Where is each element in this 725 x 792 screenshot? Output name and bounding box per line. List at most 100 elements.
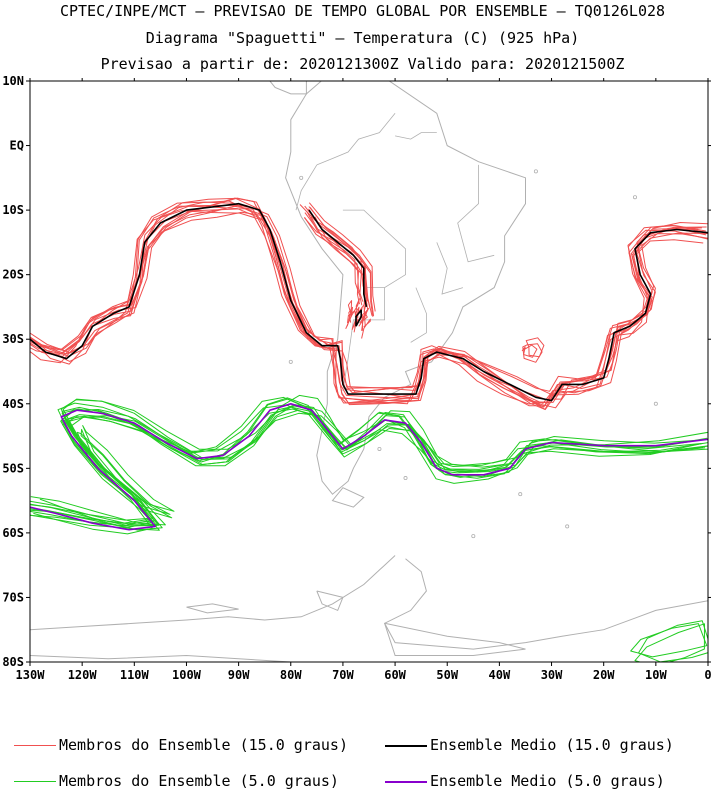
ensemble-member-contour xyxy=(30,404,703,531)
lat-tick-label: 20S xyxy=(2,268,24,282)
ensemble-member-contour xyxy=(638,620,708,662)
lat-tick-label: EQ xyxy=(10,139,24,153)
legend-swatch-members-15 xyxy=(14,745,56,746)
lat-tick-label: 80S xyxy=(2,655,24,669)
antarctic-coast xyxy=(316,590,344,612)
ensemble-mean-contour xyxy=(308,209,368,308)
ensemble-member-contour xyxy=(80,428,173,519)
island xyxy=(299,175,304,180)
ensemble-member-contour xyxy=(525,337,545,358)
legend-swatch-mean-15 xyxy=(385,745,427,747)
lat-tick-label: 30S xyxy=(2,332,24,346)
border-line xyxy=(410,287,427,343)
plot-frame xyxy=(29,80,709,663)
ensemble-member-contour xyxy=(346,300,353,327)
lat-tick-label: 10S xyxy=(2,203,24,217)
ensemble-member-contour xyxy=(30,205,707,407)
ensemble-member-contour xyxy=(347,310,357,329)
ensemble-member-contour xyxy=(306,211,360,296)
antarctic-coast xyxy=(383,558,708,650)
legend-label-mean-5: Ensemble Medio (5.0 graus) xyxy=(430,772,665,790)
coastline-layer xyxy=(30,81,708,662)
ensemble-member-contour xyxy=(30,406,708,524)
island xyxy=(471,534,476,539)
coastline-shape xyxy=(285,81,526,495)
ensemble-member-contour xyxy=(634,623,705,662)
antarctic-coast xyxy=(186,603,239,614)
ensemble-member-contour xyxy=(30,197,708,399)
island xyxy=(533,169,538,174)
ensemble-members-layer xyxy=(30,197,708,662)
border-line xyxy=(457,164,495,263)
legend-label-members-5: Membros do Ensemble (5.0 graus) xyxy=(59,772,339,790)
title-line-2: Diagrama "Spaguetti" – Temperatura (C) (… xyxy=(145,29,580,47)
ensemble-member-contour xyxy=(361,318,371,339)
lon-tick-label: 90W xyxy=(228,668,250,682)
ensemble-member-contour xyxy=(30,205,707,404)
lon-tick-label: 120W xyxy=(68,668,98,682)
ensemble-member-contour xyxy=(30,396,702,521)
ensemble-member-contour xyxy=(82,425,175,512)
lon-tick-label: 30W xyxy=(541,668,563,682)
ensemble-member-contour xyxy=(30,394,708,526)
ensemble-member-contour xyxy=(30,208,706,409)
ensemble-member-contour xyxy=(521,344,538,358)
ensemble-mean-contour xyxy=(30,403,708,531)
ensemble-member-contour xyxy=(359,307,370,331)
coastline-shape xyxy=(269,81,307,95)
ensemble-member-contour xyxy=(30,404,704,527)
title-line-3: Previsao a partir de: 2020121300Z Valido… xyxy=(100,55,625,73)
island xyxy=(288,359,293,364)
ensemble-mean-contour xyxy=(30,202,708,402)
ensemble-member-contour xyxy=(303,217,373,316)
coastline-shape xyxy=(331,487,365,508)
lat-tick-label: 60S xyxy=(2,526,24,540)
island xyxy=(403,476,408,481)
border-line xyxy=(395,132,437,140)
lon-tick-label: 80W xyxy=(280,668,302,682)
ensemble-member-contour xyxy=(76,431,171,515)
lon-tick-label: 60W xyxy=(384,668,406,682)
border-line xyxy=(436,242,464,295)
lon-tick-label: 70W xyxy=(332,668,354,682)
lat-tick-label: 10N xyxy=(2,74,24,88)
island xyxy=(632,195,637,200)
legend-label-mean-15: Ensemble Medio (15.0 graus) xyxy=(430,736,674,754)
island xyxy=(377,446,382,451)
ensemble-member-contour xyxy=(299,204,369,311)
legend-swatch-mean-5 xyxy=(385,781,427,783)
border-line xyxy=(342,287,385,391)
ensemble-member-contour xyxy=(36,204,708,400)
lon-tick-label: 100W xyxy=(172,668,202,682)
title-line-1: CPTEC/INPE/MCT – PREVISAO DE TEMPO GLOBA… xyxy=(59,2,666,20)
lon-tick-label: 130W xyxy=(16,668,46,682)
lon-tick-label: 0 xyxy=(704,668,711,682)
ensemble-member-contour xyxy=(309,207,374,317)
lon-tick-label: 110W xyxy=(120,668,150,682)
ensemble-member-contour xyxy=(308,202,376,312)
antarctic-coast xyxy=(30,654,291,662)
lat-tick-label: 40S xyxy=(2,397,24,411)
lon-tick-label: 40W xyxy=(489,668,511,682)
border-line xyxy=(316,113,396,166)
ensemble-mean-layer xyxy=(30,202,708,531)
ensemble-member-contour xyxy=(345,306,353,330)
ensemble-member-contour xyxy=(30,210,708,405)
antarctic-coast xyxy=(384,622,526,656)
lon-tick-label: 10W xyxy=(645,668,667,682)
island xyxy=(518,492,523,497)
lat-tick-label: 50S xyxy=(2,461,24,475)
border-line xyxy=(295,164,318,211)
lat-tick-label: 70S xyxy=(2,590,24,604)
lon-tick-label: 50W xyxy=(436,668,458,682)
legend-swatch-members-5 xyxy=(14,781,56,782)
island xyxy=(653,401,658,406)
ensemble-mean-contour xyxy=(355,309,362,327)
legend-label-members-15: Membros do Ensemble (15.0 graus) xyxy=(59,736,348,754)
ensemble-member-contour xyxy=(350,298,360,318)
island xyxy=(565,524,570,529)
antarctic-coast xyxy=(30,555,396,631)
ensemble-member-contour xyxy=(522,343,543,363)
